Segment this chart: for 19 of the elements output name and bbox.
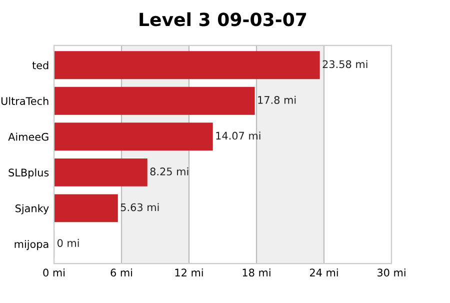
y-tick-label: mijopa: [14, 240, 48, 250]
x-tick-label: 30 mi: [377, 268, 406, 277]
y-tick-label: AimeeG: [8, 132, 48, 141]
y-tick-label: SLBplus: [8, 168, 49, 179]
data-label: 5.63 mi: [120, 203, 159, 212]
y-tick-label: UltraTech: [1, 96, 48, 105]
data-label: 23.58 mi: [322, 60, 368, 68]
chart-title: Level 3 09-03-07: [140, 12, 306, 26]
x-tick-label: 24 mi: [310, 268, 338, 276]
x-tick-label: 12 mi: [175, 268, 203, 276]
x-tick-label: 6 mi: [110, 268, 132, 277]
data-label: 0 mi: [57, 238, 79, 247]
data-label: 17.8 mi: [258, 96, 296, 104]
y-tick-label: Sjanky: [16, 204, 49, 214]
y-tick-label: ted: [32, 61, 48, 70]
x-tick-label: 18 mi: [242, 268, 270, 277]
x-tick-label: 0 mi: [43, 268, 65, 277]
data-label: 14.07 mi: [216, 132, 260, 140]
data-label: 8.25 mi: [150, 167, 188, 176]
